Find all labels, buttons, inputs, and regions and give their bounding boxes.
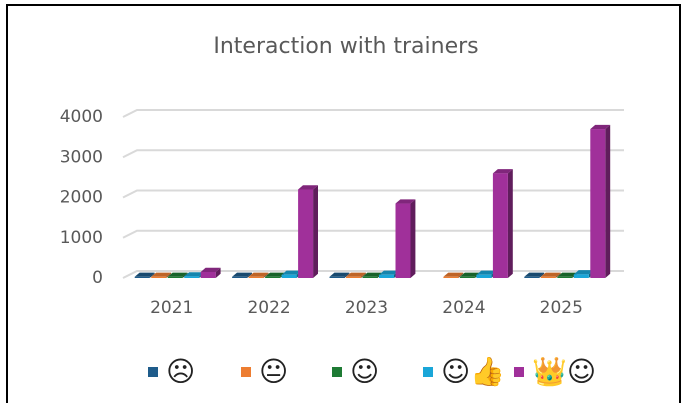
bar-top [443, 272, 464, 277]
bar [281, 274, 297, 278]
bar-top [281, 270, 302, 275]
grid-line [122, 109, 624, 118]
legend-label: ☺👍 [441, 355, 505, 388]
bar-top [248, 272, 269, 277]
bar-top [573, 270, 594, 275]
bar-top [167, 272, 188, 277]
bar [573, 274, 589, 278]
bar [459, 276, 475, 278]
bar [134, 276, 150, 278]
bar-side [555, 272, 561, 278]
bar-side [263, 272, 269, 278]
bar-side [344, 272, 350, 278]
bar-side [539, 272, 545, 278]
bar-top [362, 272, 383, 277]
bar [167, 276, 183, 278]
bar-top [265, 272, 285, 277]
bar-top [134, 272, 155, 277]
legend-label: 😐 [259, 355, 288, 388]
grid-line [122, 189, 624, 199]
bar-top [524, 272, 545, 277]
legend-label: ☺ [350, 355, 379, 388]
bar-top [590, 124, 611, 130]
y-tick-label: 4000 [60, 107, 103, 127]
bar-top [298, 185, 318, 190]
bar [557, 276, 573, 278]
bar [379, 274, 394, 278]
bar-side [458, 272, 464, 278]
bar-side [247, 272, 252, 278]
bar-top [379, 270, 399, 275]
chart-frame [6, 4, 681, 403]
bar-top [476, 270, 497, 275]
x-tick-label: 2022 [247, 298, 290, 318]
bar [346, 276, 361, 278]
legend-label: ☹ [166, 355, 195, 388]
bar [184, 276, 200, 278]
bar-top [184, 272, 205, 277]
bar-side [605, 124, 611, 278]
bar [476, 274, 492, 278]
bar-side [313, 185, 318, 278]
bar-top [557, 272, 578, 277]
x-tick-label: 2023 [345, 298, 388, 318]
bar-top [151, 272, 172, 277]
chart-title: Interaction with trainers [213, 34, 478, 59]
y-tick-label: 3000 [60, 147, 103, 167]
x-tick-label: 2021 [150, 298, 193, 318]
bar-side [215, 267, 221, 278]
bar-top [329, 272, 350, 277]
legend-swatch [514, 367, 524, 377]
bar [524, 276, 540, 278]
bar [492, 173, 508, 278]
bar-side [410, 199, 416, 278]
bar-top [459, 272, 480, 277]
bar-top [492, 169, 513, 174]
legend-swatch [241, 367, 251, 377]
bar-side [507, 169, 513, 278]
bar [362, 276, 378, 278]
legend-swatch [148, 367, 158, 377]
bar-top [232, 272, 252, 277]
grid-line [122, 149, 624, 159]
y-tick-label: 1000 [60, 228, 103, 248]
y-tick-label: 2000 [60, 188, 103, 208]
bar-top [395, 199, 416, 204]
bar [395, 203, 411, 278]
bar [298, 189, 314, 278]
bar [540, 276, 556, 278]
bar-top [346, 272, 366, 277]
grid-line [122, 270, 624, 279]
bar-top [540, 272, 561, 277]
y-tick-label: 0 [92, 268, 103, 288]
bar-side [166, 272, 172, 278]
bar-side [149, 272, 155, 278]
x-tick-label: 2025 [540, 298, 583, 318]
grid-line [122, 229, 624, 239]
bar [200, 271, 216, 278]
bar [265, 276, 281, 278]
legend-swatch [332, 367, 342, 377]
bar-side [361, 272, 366, 278]
legend-swatch [423, 367, 433, 377]
bar-side [182, 272, 188, 278]
bar [232, 276, 248, 278]
bar [590, 129, 606, 278]
bar [151, 276, 167, 278]
x-tick-label: 2024 [442, 298, 485, 318]
bar [443, 276, 459, 278]
bar [248, 276, 264, 278]
legend-label: 👑☺ [532, 355, 596, 388]
bar [329, 276, 345, 278]
bar-top [200, 267, 221, 272]
